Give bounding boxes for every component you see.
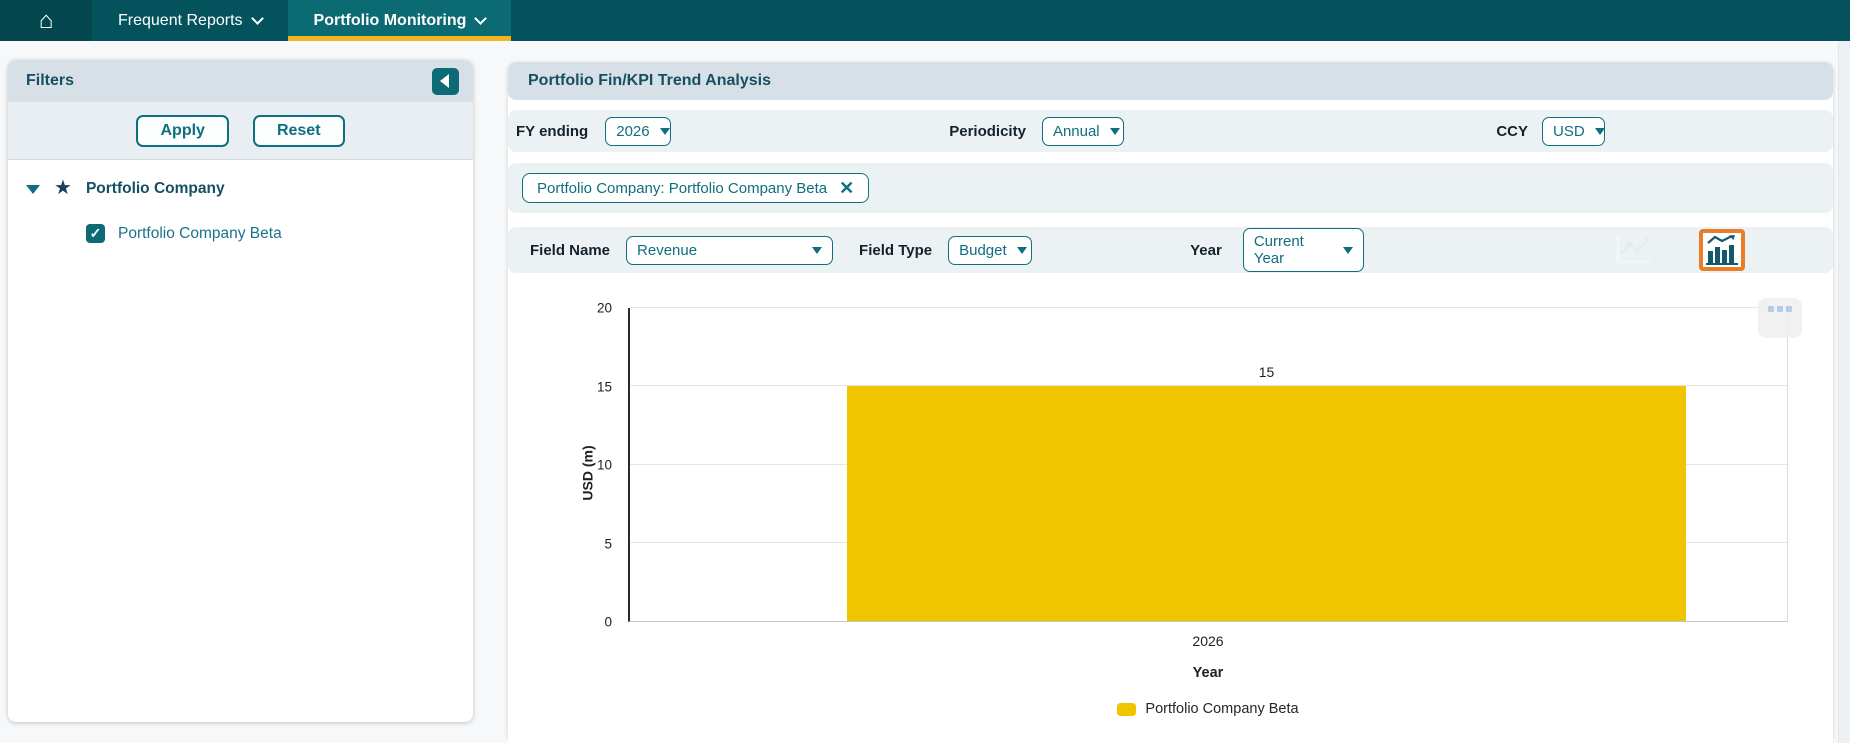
chevron-down-icon — [474, 12, 488, 25]
chevron-down-icon — [250, 12, 264, 25]
ccy-value: USD — [1553, 122, 1585, 140]
year-label: Year — [1190, 241, 1222, 259]
field-name-label: Field Name — [530, 241, 611, 259]
filters-actions-row: Apply Reset — [8, 102, 473, 160]
filters-panel: Filters Apply Reset ★ Portfolio Company … — [8, 60, 473, 722]
checkbox-checked-icon[interactable]: ✓ — [86, 224, 105, 243]
chevron-down-icon — [812, 246, 823, 254]
field-type-value: Budget — [959, 241, 1007, 259]
nav-frequent-reports[interactable]: Frequent Reports — [92, 0, 288, 41]
nav-frequent-reports-label: Frequent Reports — [118, 11, 243, 29]
bar-value-label: 15 — [1258, 364, 1275, 381]
fy-ending-value: 2026 — [616, 122, 650, 140]
line-chart-icon — [1616, 236, 1650, 264]
periodicity-value: Annual — [1052, 122, 1100, 140]
tree-node-portfolio-company-beta[interactable]: ✓ Portfolio Company Beta — [86, 224, 473, 243]
y-axis-tick-label: 20 — [596, 300, 612, 316]
chevron-down-icon — [1016, 246, 1027, 254]
legend-label: Portfolio Company Beta — [1145, 701, 1299, 717]
periodicity-dropdown[interactable]: Annual — [1041, 116, 1124, 146]
y-axis-tick-label: 10 — [596, 457, 612, 473]
bar-portfolio-company-beta[interactable]: 15 — [847, 364, 1686, 621]
collapse-panel-button[interactable] — [432, 67, 459, 95]
chevron-down-icon — [1109, 127, 1120, 135]
y-axis-tick-label: 15 — [596, 379, 612, 394]
trend-analysis-header: Portfolio Fin/KPI Trend Analysis — [508, 62, 1833, 100]
applied-filters-row: Portfolio Company: Portfolio Company Bet… — [508, 163, 1833, 213]
y-axis-title: USD (m) — [579, 445, 596, 501]
filters-title: Filters — [26, 72, 75, 89]
nav-portfolio-monitoring[interactable]: Portfolio Monitoring — [287, 0, 512, 41]
tree-expander-icon[interactable] — [26, 184, 40, 194]
fy-ending-dropdown[interactable]: 2026 — [605, 116, 672, 146]
home-button[interactable]: ⌂ — [0, 0, 92, 41]
field-type-dropdown[interactable]: Budget — [948, 235, 1033, 265]
portfolio-company-filter-chip[interactable]: Portfolio Company: Portfolio Company Bet… — [522, 173, 870, 203]
chevron-down-icon — [1594, 127, 1605, 135]
ccy-label: CCY — [1496, 122, 1528, 140]
trend-analysis-panel: Portfolio Fin/KPI Trend Analysis FY endi… — [508, 62, 1833, 743]
star-icon: ★ — [54, 176, 72, 199]
apply-button[interactable]: Apply — [136, 114, 229, 147]
reset-button[interactable]: Reset — [252, 114, 345, 147]
tree-root-label: Portfolio Company — [85, 180, 225, 197]
fy-ending-label: FY ending — [516, 122, 589, 140]
tree-child-label: Portfolio Company Beta — [118, 224, 282, 242]
toolbar-icon — [1777, 306, 1783, 312]
tree-node-portfolio-company[interactable]: ★ Portfolio Company — [26, 176, 473, 199]
chevron-down-icon — [659, 127, 670, 135]
line-chart-view-toggle[interactable] — [1611, 230, 1655, 270]
nav-portfolio-monitoring-label: Portfolio Monitoring — [313, 11, 467, 29]
chart-legend[interactable]: Portfolio Company Beta — [628, 701, 1788, 717]
chart-area: USD (m) 15 2026 Year Portfolio Company B… — [508, 273, 1833, 743]
toolbar-icon — [1786, 306, 1792, 312]
collapse-left-icon — [440, 74, 449, 88]
close-icon[interactable]: ✕ — [839, 178, 855, 198]
y-axis-tick-label: 5 — [604, 536, 612, 551]
page-title: Portfolio Fin/KPI Trend Analysis — [528, 72, 771, 89]
bar-chart-icon — [1706, 235, 1738, 265]
legend-swatch — [1117, 702, 1137, 716]
x-axis-title: Year — [1192, 665, 1224, 681]
filters-header: Filters — [8, 60, 473, 102]
chart-toolbar-button[interactable] — [1758, 298, 1802, 338]
plot-area: 15 — [628, 307, 1788, 622]
ccy-dropdown[interactable]: USD — [1542, 116, 1605, 146]
filters-tree: ★ Portfolio Company ✓ Portfolio Company … — [8, 160, 473, 243]
home-icon: ⌂ — [38, 6, 54, 34]
chip-label: Portfolio Company: Portfolio Company Bet… — [537, 179, 828, 197]
page-scrollbar-track[interactable] — [1838, 41, 1850, 743]
y-axis-tick-label: 0 — [604, 614, 612, 630]
periodicity-label: Periodicity — [949, 122, 1026, 140]
x-axis-tick-label: 2026 — [1192, 633, 1224, 649]
gridline — [630, 385, 1787, 387]
bar-chart-view-toggle[interactable] — [1699, 229, 1745, 271]
field-name-value: Revenue — [637, 241, 698, 259]
field-type-label: Field Type — [859, 241, 933, 259]
field-filters-row: Field Name Revenue Field Type Budget Yea… — [508, 227, 1833, 273]
year-dropdown[interactable]: Current Year — [1242, 228, 1364, 272]
chevron-down-icon — [1342, 246, 1353, 254]
field-name-dropdown[interactable]: Revenue — [626, 235, 834, 265]
year-value: Current Year — [1253, 233, 1304, 267]
top-navbar: ⌂ Frequent Reports Portfolio Monitoring — [0, 0, 1850, 41]
gridline — [630, 307, 1787, 308]
toolbar-icon — [1768, 306, 1774, 312]
global-filters-row: FY ending 2026 Periodicity Annual CCY US… — [508, 110, 1833, 152]
